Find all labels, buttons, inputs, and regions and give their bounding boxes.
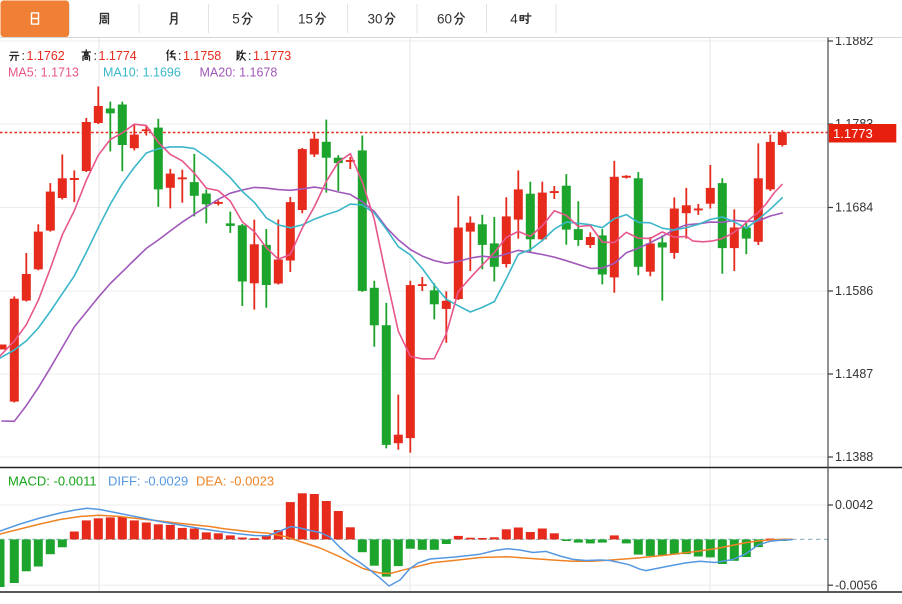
svg-text:MA20: 1.1678: MA20: 1.1678 (200, 66, 278, 80)
svg-text:0.0042: 0.0042 (835, 498, 873, 512)
svg-text::: : (94, 49, 97, 63)
svg-text:1.1762: 1.1762 (27, 49, 65, 63)
svg-text:1.1882: 1.1882 (835, 34, 873, 48)
svg-text::: : (248, 49, 251, 63)
svg-text:-0.0056: -0.0056 (835, 578, 877, 592)
svg-text:15: 15 (298, 12, 313, 27)
svg-text:1.1758: 1.1758 (183, 49, 221, 63)
svg-text:DEA: -0.0023: DEA: -0.0023 (196, 474, 274, 489)
svg-text:1.1586: 1.1586 (835, 284, 873, 298)
svg-text:1.1388: 1.1388 (835, 450, 873, 464)
svg-text:MA10: 1.1696: MA10: 1.1696 (103, 66, 181, 80)
svg-text::: : (178, 49, 181, 63)
svg-text:DIFF: -0.0029: DIFF: -0.0029 (108, 474, 188, 489)
svg-text::: : (22, 49, 25, 63)
svg-text:MA5: 1.1713: MA5: 1.1713 (8, 66, 79, 80)
svg-text:4: 4 (510, 12, 518, 27)
svg-text:1.1487: 1.1487 (835, 367, 873, 381)
svg-text:1.1773: 1.1773 (833, 126, 873, 141)
svg-text:1.1774: 1.1774 (99, 49, 137, 63)
svg-text:30: 30 (368, 12, 383, 27)
svg-text:1.1773: 1.1773 (253, 49, 291, 63)
svg-text:60: 60 (437, 12, 452, 27)
svg-text:1.1684: 1.1684 (835, 201, 873, 215)
svg-text:MACD: -0.0011: MACD: -0.0011 (8, 474, 97, 489)
svg-text:5: 5 (232, 12, 240, 27)
